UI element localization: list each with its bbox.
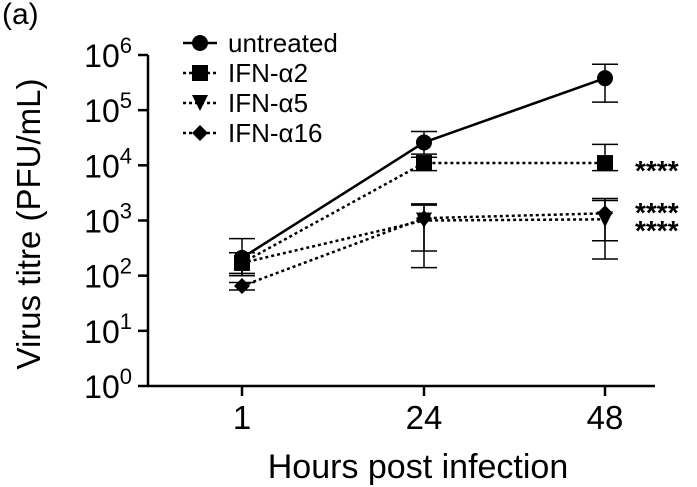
chart-axes: [138, 53, 655, 396]
point-untreated: [597, 70, 613, 87]
y-tick-label: 101: [84, 309, 132, 350]
point-ifn-16: [416, 210, 432, 227]
data-points: [234, 70, 613, 294]
significance-annotations: ************: [635, 155, 679, 246]
legend-label-ifn-2: IFN-α2: [228, 58, 308, 88]
point-ifn-2: [597, 155, 613, 172]
panel-label: (a): [2, 0, 39, 31]
y-axis-label: Virus titre (PFU/mL): [10, 79, 47, 370]
y-tick-label: 100: [84, 364, 132, 405]
y-tick-label: 105: [84, 88, 132, 129]
x-tick-labels: 1 24 48: [233, 399, 624, 436]
legend-marker-untreated: [192, 35, 208, 51]
y-tick-label: 106: [84, 33, 132, 74]
y-tick-label: 103: [84, 199, 132, 240]
x-tick-label: 1: [233, 399, 251, 436]
point-ifn-16: [234, 277, 250, 294]
y-tick-labels: 100 101 102 103 104 105 106: [84, 33, 132, 405]
legend-marker-ifn-5: [192, 95, 208, 111]
x-tick-label: 48: [587, 399, 624, 436]
significance-stars: ****: [635, 155, 679, 186]
point-ifn-16: [597, 205, 613, 222]
x-axis-label: Hours post infection: [268, 448, 569, 486]
legend-label-ifn-16: IFN-α16: [228, 118, 323, 148]
point-ifn-2: [416, 155, 432, 172]
point-ifn-5: [234, 254, 250, 271]
y-tick-label: 102: [84, 254, 132, 295]
legend-label-untreated: untreated: [228, 28, 338, 58]
significance-stars: ****: [635, 197, 679, 228]
legend-marker-ifn-16: [192, 125, 208, 141]
x-tick-label: 24: [406, 399, 443, 436]
legend-marker-ifn-2: [192, 65, 208, 81]
legend-label-ifn-5: IFN-α5: [228, 88, 308, 118]
y-tick-label: 104: [84, 143, 132, 184]
point-untreated: [416, 134, 432, 151]
significance-stars: ****: [635, 215, 679, 246]
